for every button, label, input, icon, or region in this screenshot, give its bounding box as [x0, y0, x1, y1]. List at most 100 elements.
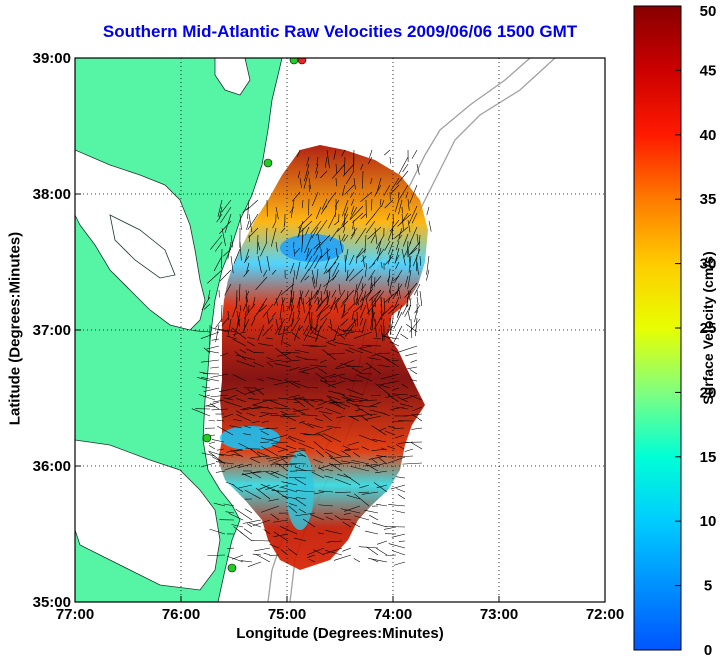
velocity-vector	[201, 359, 220, 363]
velocity-vector	[376, 455, 388, 458]
velocity-vector	[275, 206, 279, 220]
velocity-vector	[371, 394, 382, 396]
velocity-vector	[341, 213, 349, 226]
velocity-vector	[282, 342, 292, 347]
velocity-vector	[251, 420, 261, 424]
velocity-vector	[322, 433, 342, 443]
velocity-vector	[348, 268, 364, 282]
velocity-vector	[396, 282, 400, 297]
velocity-vector	[404, 304, 412, 317]
velocity-vector	[260, 505, 280, 513]
velocity-vector	[295, 469, 316, 472]
velocity-vector	[243, 310, 247, 331]
velocity-vector	[400, 333, 409, 340]
velocity-vector	[248, 234, 251, 242]
velocity-vector	[227, 547, 235, 549]
velocity-vector	[243, 269, 250, 277]
velocity-vector	[271, 489, 289, 493]
velocity-vector	[318, 504, 334, 507]
velocity-vector	[307, 554, 316, 558]
velocity-vector	[398, 199, 403, 215]
velocity-vector	[341, 311, 349, 319]
velocity-vector	[234, 351, 247, 361]
velocity-vector	[334, 199, 340, 207]
velocity-vector	[332, 462, 351, 466]
velocity-vector	[399, 403, 414, 408]
velocity-vector	[395, 240, 400, 251]
velocity-vector	[334, 330, 346, 340]
velocity-vector	[407, 269, 412, 290]
velocity-vector	[266, 456, 280, 459]
velocity-vector	[387, 456, 406, 464]
velocity-vector	[232, 303, 238, 318]
velocity-vector	[317, 233, 321, 249]
velocity-vector	[391, 348, 400, 354]
velocity-vector	[260, 430, 270, 436]
velocity-vector	[321, 304, 331, 313]
velocity-vector	[324, 156, 328, 168]
velocity-vector	[329, 373, 346, 378]
velocity-vector	[407, 289, 411, 301]
velocity-vector	[322, 414, 333, 422]
velocity-vector	[404, 275, 409, 287]
velocity-vector	[259, 427, 270, 430]
velocity-vector	[323, 276, 331, 295]
velocity-vector	[215, 470, 226, 473]
velocity-vector	[393, 325, 403, 342]
velocity-vector	[198, 394, 216, 401]
colorbar-tick-label: 15	[700, 449, 717, 466]
velocity-vector	[375, 234, 385, 250]
velocity-vector	[279, 303, 283, 320]
velocity-vector	[401, 383, 409, 389]
velocity-vector	[304, 334, 319, 340]
velocity-vector	[299, 452, 307, 458]
velocity-vector	[210, 234, 223, 250]
velocity-vector	[205, 401, 220, 407]
velocity-vector	[334, 303, 337, 310]
velocity-vector	[373, 205, 382, 216]
velocity-vector	[277, 463, 289, 472]
velocity-vector	[257, 378, 265, 382]
velocity-vector	[268, 455, 288, 462]
velocity-vector	[293, 241, 295, 249]
velocity-vector	[314, 427, 333, 435]
velocity-vector	[238, 283, 241, 302]
velocity-vector	[362, 345, 382, 347]
pamlico-sound	[75, 439, 221, 591]
velocity-vector	[322, 349, 337, 361]
velocity-vector	[277, 331, 292, 335]
velocity-vector	[311, 471, 325, 479]
velocity-vector	[324, 255, 331, 269]
velocity-vector	[297, 310, 301, 320]
velocity-vector	[293, 397, 306, 408]
velocity-vector	[215, 461, 235, 465]
velocity-vector	[295, 261, 301, 280]
velocity-vector	[352, 451, 361, 458]
velocity-vector	[331, 289, 337, 298]
velocity-vector	[416, 233, 419, 245]
velocity-vector	[328, 212, 337, 229]
velocity-vector	[237, 463, 253, 468]
velocity-vector	[338, 283, 341, 295]
velocity-vector	[279, 484, 289, 488]
velocity-vector	[356, 275, 364, 293]
velocity-vector	[299, 177, 302, 188]
velocity-vector	[294, 247, 301, 254]
velocity-vector	[408, 205, 418, 224]
velocity-vector	[298, 508, 307, 514]
velocity-vector	[314, 491, 325, 495]
velocity-vector	[268, 434, 288, 441]
velocity-vector	[305, 248, 313, 261]
velocity-vector	[388, 543, 406, 549]
y-tick-label: 35:00	[33, 594, 71, 611]
velocity-vector	[255, 487, 271, 500]
velocity-vector	[326, 247, 329, 261]
velocity-vector	[397, 191, 400, 199]
velocity-vector	[281, 317, 283, 325]
velocity-vector	[342, 163, 355, 177]
velocity-vector	[378, 384, 391, 389]
velocity-vector	[355, 297, 358, 305]
velocity-vector	[256, 234, 259, 255]
velocity-vector	[245, 387, 265, 395]
velocity-vector	[379, 198, 382, 206]
